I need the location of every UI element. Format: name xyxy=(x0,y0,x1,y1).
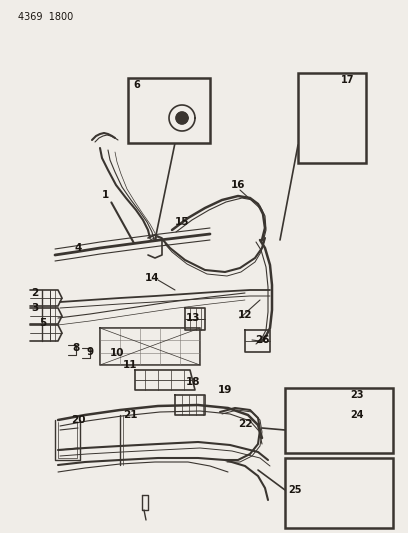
Text: 19: 19 xyxy=(218,385,232,395)
Text: 18: 18 xyxy=(186,377,200,387)
Text: 26: 26 xyxy=(255,335,269,345)
Text: 17: 17 xyxy=(341,75,355,85)
Text: 4369  1800: 4369 1800 xyxy=(18,12,73,22)
Text: 22: 22 xyxy=(238,419,252,429)
Bar xyxy=(298,73,366,163)
Text: 13: 13 xyxy=(186,313,200,323)
Text: 10: 10 xyxy=(110,348,124,358)
Text: 5: 5 xyxy=(40,318,47,328)
Text: 4: 4 xyxy=(74,243,82,253)
Text: 9: 9 xyxy=(86,347,93,357)
Text: 2: 2 xyxy=(31,288,39,298)
Text: 11: 11 xyxy=(123,360,137,370)
Text: 25: 25 xyxy=(288,485,302,495)
Text: 15: 15 xyxy=(175,217,189,227)
Text: 23: 23 xyxy=(350,390,364,400)
Text: 8: 8 xyxy=(72,343,80,353)
Text: 14: 14 xyxy=(145,273,159,283)
Bar xyxy=(285,388,393,453)
Text: 3: 3 xyxy=(31,303,39,313)
Text: 20: 20 xyxy=(71,415,85,425)
Text: 1: 1 xyxy=(101,190,109,200)
Bar xyxy=(128,78,210,143)
Text: 24: 24 xyxy=(350,410,364,420)
Text: 16: 16 xyxy=(231,180,245,190)
Text: 12: 12 xyxy=(238,310,252,320)
Polygon shape xyxy=(176,112,188,124)
Bar xyxy=(285,458,393,528)
Text: 6: 6 xyxy=(134,80,140,90)
Text: 21: 21 xyxy=(123,410,137,420)
